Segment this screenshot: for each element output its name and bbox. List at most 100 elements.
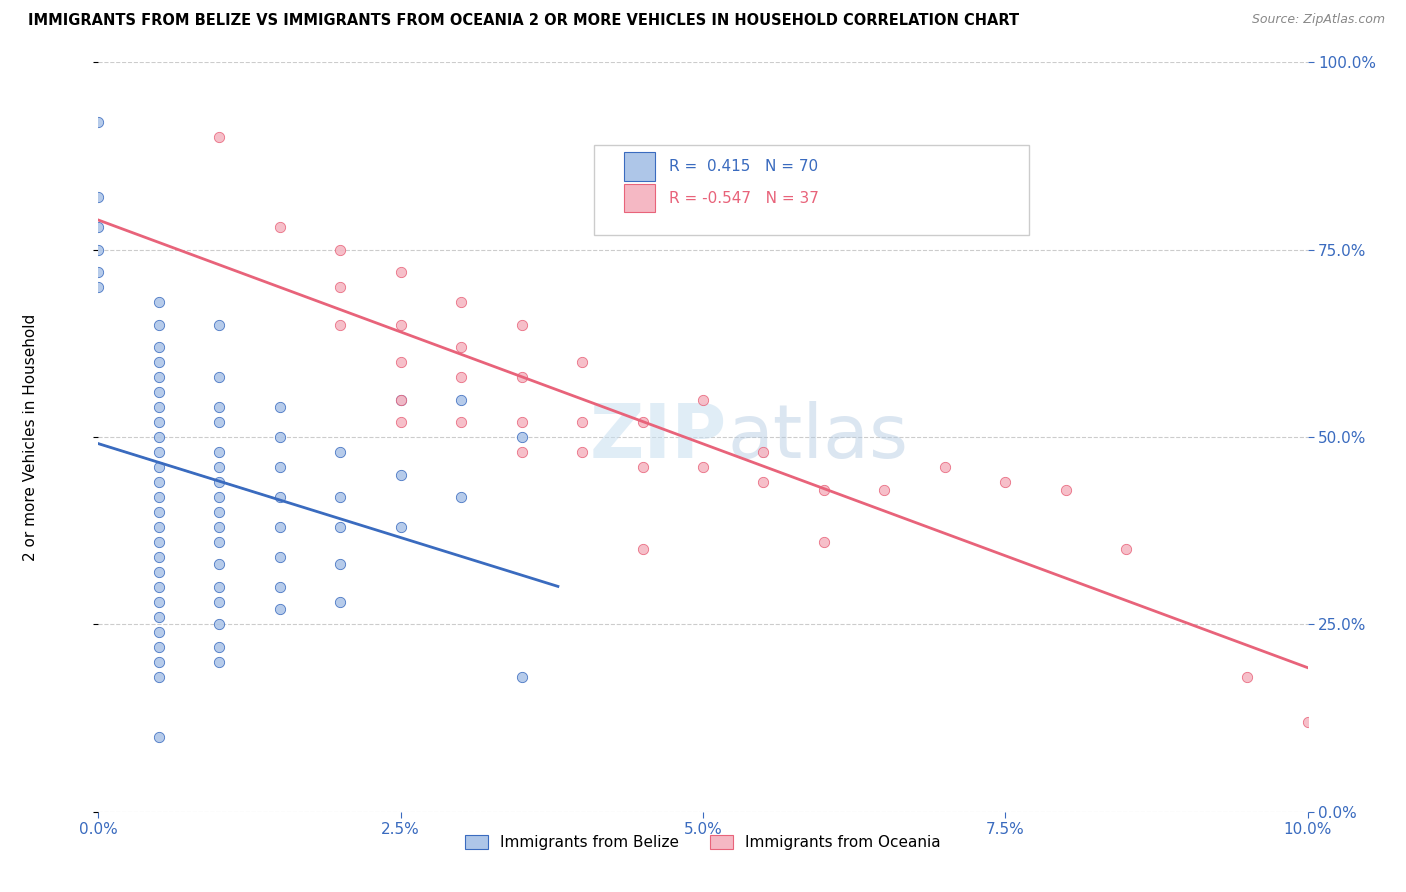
- Point: [269, 580, 291, 594]
- Point: [329, 243, 352, 257]
- Point: [389, 520, 412, 534]
- Point: [148, 610, 170, 624]
- Point: [450, 370, 472, 384]
- Point: [208, 535, 231, 549]
- Point: [208, 505, 231, 519]
- Point: [208, 655, 231, 669]
- Point: [148, 400, 170, 414]
- Point: [87, 115, 110, 129]
- Point: [208, 445, 231, 459]
- Point: [813, 483, 835, 497]
- Point: [208, 400, 231, 414]
- Point: [389, 415, 412, 429]
- Text: Source: ZipAtlas.com: Source: ZipAtlas.com: [1251, 13, 1385, 27]
- Point: [450, 490, 472, 504]
- Point: [148, 318, 170, 332]
- Bar: [624, 153, 655, 181]
- Point: [148, 549, 170, 564]
- Point: [510, 415, 533, 429]
- Point: [148, 370, 170, 384]
- Point: [148, 505, 170, 519]
- Point: [450, 340, 472, 354]
- Point: [329, 558, 352, 572]
- Point: [87, 220, 110, 235]
- Point: [813, 535, 835, 549]
- Point: [269, 430, 291, 444]
- Point: [1054, 483, 1077, 497]
- Point: [148, 355, 170, 369]
- Point: [208, 558, 231, 572]
- Bar: [624, 184, 655, 212]
- Point: [510, 670, 533, 684]
- Point: [148, 640, 170, 654]
- Point: [208, 617, 231, 632]
- Point: [389, 392, 412, 407]
- Point: [450, 295, 472, 310]
- Point: [389, 265, 412, 279]
- Point: [571, 445, 593, 459]
- Point: [269, 602, 291, 616]
- Point: [329, 520, 352, 534]
- Point: [208, 130, 231, 145]
- Point: [208, 490, 231, 504]
- Point: [148, 430, 170, 444]
- Point: [148, 385, 170, 400]
- Point: [269, 460, 291, 475]
- Point: [208, 595, 231, 609]
- Point: [208, 460, 231, 475]
- Point: [208, 475, 231, 489]
- Point: [571, 355, 593, 369]
- Text: R =  0.415   N = 70: R = 0.415 N = 70: [669, 159, 818, 174]
- Point: [148, 520, 170, 534]
- Point: [148, 565, 170, 579]
- Point: [148, 580, 170, 594]
- Point: [208, 370, 231, 384]
- Point: [994, 475, 1017, 489]
- Point: [510, 445, 533, 459]
- Point: [87, 243, 110, 257]
- Point: [1115, 542, 1137, 557]
- Point: [571, 415, 593, 429]
- Point: [510, 430, 533, 444]
- Point: [389, 355, 412, 369]
- Point: [208, 580, 231, 594]
- Point: [269, 400, 291, 414]
- Point: [1236, 670, 1258, 684]
- Text: IMMIGRANTS FROM BELIZE VS IMMIGRANTS FROM OCEANIA 2 OR MORE VEHICLES IN HOUSEHOL: IMMIGRANTS FROM BELIZE VS IMMIGRANTS FRO…: [28, 13, 1019, 29]
- Point: [87, 190, 110, 204]
- Point: [148, 445, 170, 459]
- Point: [631, 460, 654, 475]
- Point: [148, 624, 170, 639]
- Y-axis label: 2 or more Vehicles in Household: 2 or more Vehicles in Household: [22, 313, 38, 561]
- Point: [208, 640, 231, 654]
- Point: [148, 295, 170, 310]
- Point: [148, 655, 170, 669]
- Point: [208, 415, 231, 429]
- Point: [148, 460, 170, 475]
- Point: [389, 392, 412, 407]
- Point: [148, 730, 170, 744]
- Point: [269, 490, 291, 504]
- Point: [87, 265, 110, 279]
- Point: [329, 318, 352, 332]
- Point: [269, 549, 291, 564]
- Point: [148, 670, 170, 684]
- Point: [873, 483, 896, 497]
- Point: [692, 392, 714, 407]
- Legend: Immigrants from Belize, Immigrants from Oceania: Immigrants from Belize, Immigrants from …: [460, 830, 946, 856]
- Point: [1296, 714, 1319, 729]
- Point: [752, 445, 775, 459]
- Point: [329, 595, 352, 609]
- Point: [631, 415, 654, 429]
- Point: [148, 595, 170, 609]
- Point: [329, 280, 352, 294]
- Point: [389, 318, 412, 332]
- Text: ZIP: ZIP: [591, 401, 727, 474]
- Point: [269, 220, 291, 235]
- Point: [87, 280, 110, 294]
- Point: [148, 415, 170, 429]
- Point: [148, 490, 170, 504]
- Point: [510, 370, 533, 384]
- Point: [450, 392, 472, 407]
- Point: [631, 542, 654, 557]
